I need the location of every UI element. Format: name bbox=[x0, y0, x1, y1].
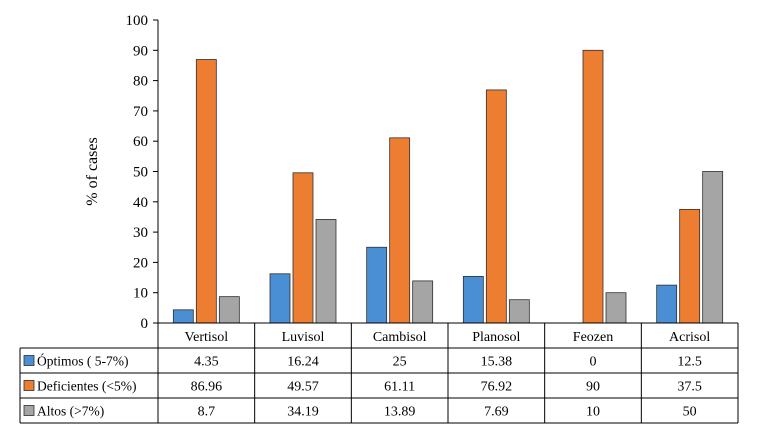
data-label: 16.24 bbox=[287, 355, 319, 370]
category-label: Planosol bbox=[472, 330, 520, 345]
y-tick-label: 40 bbox=[133, 195, 148, 211]
data-label: 8.7 bbox=[198, 405, 216, 420]
bar-feozen-2 bbox=[582, 49, 604, 324]
data-label: 76.92 bbox=[481, 380, 513, 395]
data-label: 0 bbox=[590, 355, 597, 370]
y-tick-label: 70 bbox=[133, 104, 148, 120]
data-label: 34.19 bbox=[287, 405, 319, 420]
data-label: 90 bbox=[586, 380, 600, 395]
data-label: 7.69 bbox=[484, 405, 509, 420]
bar-acrisol-1 bbox=[656, 284, 678, 324]
y-tick-label: 50 bbox=[133, 165, 148, 181]
y-axis-title: % of cases bbox=[84, 137, 101, 205]
bar-luvisol-1 bbox=[269, 273, 291, 324]
data-label: 49.57 bbox=[287, 380, 319, 395]
legend-label: Deficientes (<5%) bbox=[37, 379, 136, 394]
bar-luvisol-2 bbox=[292, 172, 314, 324]
legend-swatch bbox=[23, 355, 35, 366]
data-label: 13.89 bbox=[384, 405, 416, 420]
y-tick-label: 60 bbox=[133, 134, 148, 150]
category-label: Luvisol bbox=[282, 330, 325, 345]
bar-vertisol-1 bbox=[172, 309, 194, 324]
bar-feozen-3 bbox=[605, 292, 627, 324]
bar-acrisol-2 bbox=[679, 208, 701, 324]
bar-acrisol-3 bbox=[702, 171, 724, 324]
data-label: 10 bbox=[586, 405, 600, 420]
y-tick-label: 30 bbox=[133, 225, 148, 241]
bar-planosol-2 bbox=[485, 89, 507, 324]
legend-swatch bbox=[23, 405, 35, 416]
data-label: 37.5 bbox=[677, 380, 702, 395]
y-tick-label: 0 bbox=[141, 316, 149, 332]
category-label: Feozen bbox=[573, 330, 613, 345]
y-tick-label: 20 bbox=[133, 255, 148, 271]
bar-vertisol-2 bbox=[195, 59, 217, 324]
category-label: Cambisol bbox=[373, 330, 427, 345]
bar-cambisol-2 bbox=[389, 137, 411, 324]
bar-luvisol-3 bbox=[315, 219, 337, 324]
data-label: 86.96 bbox=[191, 380, 223, 395]
bar-cambisol-1 bbox=[366, 246, 388, 324]
data-label: 12.5 bbox=[677, 355, 702, 370]
legend-label: Óptimos ( 5-7%) bbox=[37, 354, 129, 369]
data-label: 4.35 bbox=[194, 355, 219, 370]
y-tick-label: 80 bbox=[133, 74, 148, 90]
bar-planosol-3 bbox=[508, 299, 530, 324]
y-tick-label: 10 bbox=[133, 286, 148, 302]
data-label: 50 bbox=[683, 405, 697, 420]
y-tick-label: 100 bbox=[126, 13, 149, 29]
bar-planosol-1 bbox=[462, 275, 484, 324]
data-label: 61.11 bbox=[384, 380, 415, 395]
category-label: Acrisol bbox=[669, 330, 710, 345]
bar-vertisol-3 bbox=[218, 296, 240, 324]
bar-cambisol-3 bbox=[412, 280, 434, 324]
legend-swatch bbox=[23, 380, 35, 391]
data-label: 15.38 bbox=[481, 355, 513, 370]
legend-label: Altos (>7%) bbox=[37, 404, 104, 419]
data-label: 25 bbox=[393, 355, 407, 370]
category-label: Vertisol bbox=[185, 330, 229, 345]
y-tick-label: 90 bbox=[133, 43, 148, 59]
